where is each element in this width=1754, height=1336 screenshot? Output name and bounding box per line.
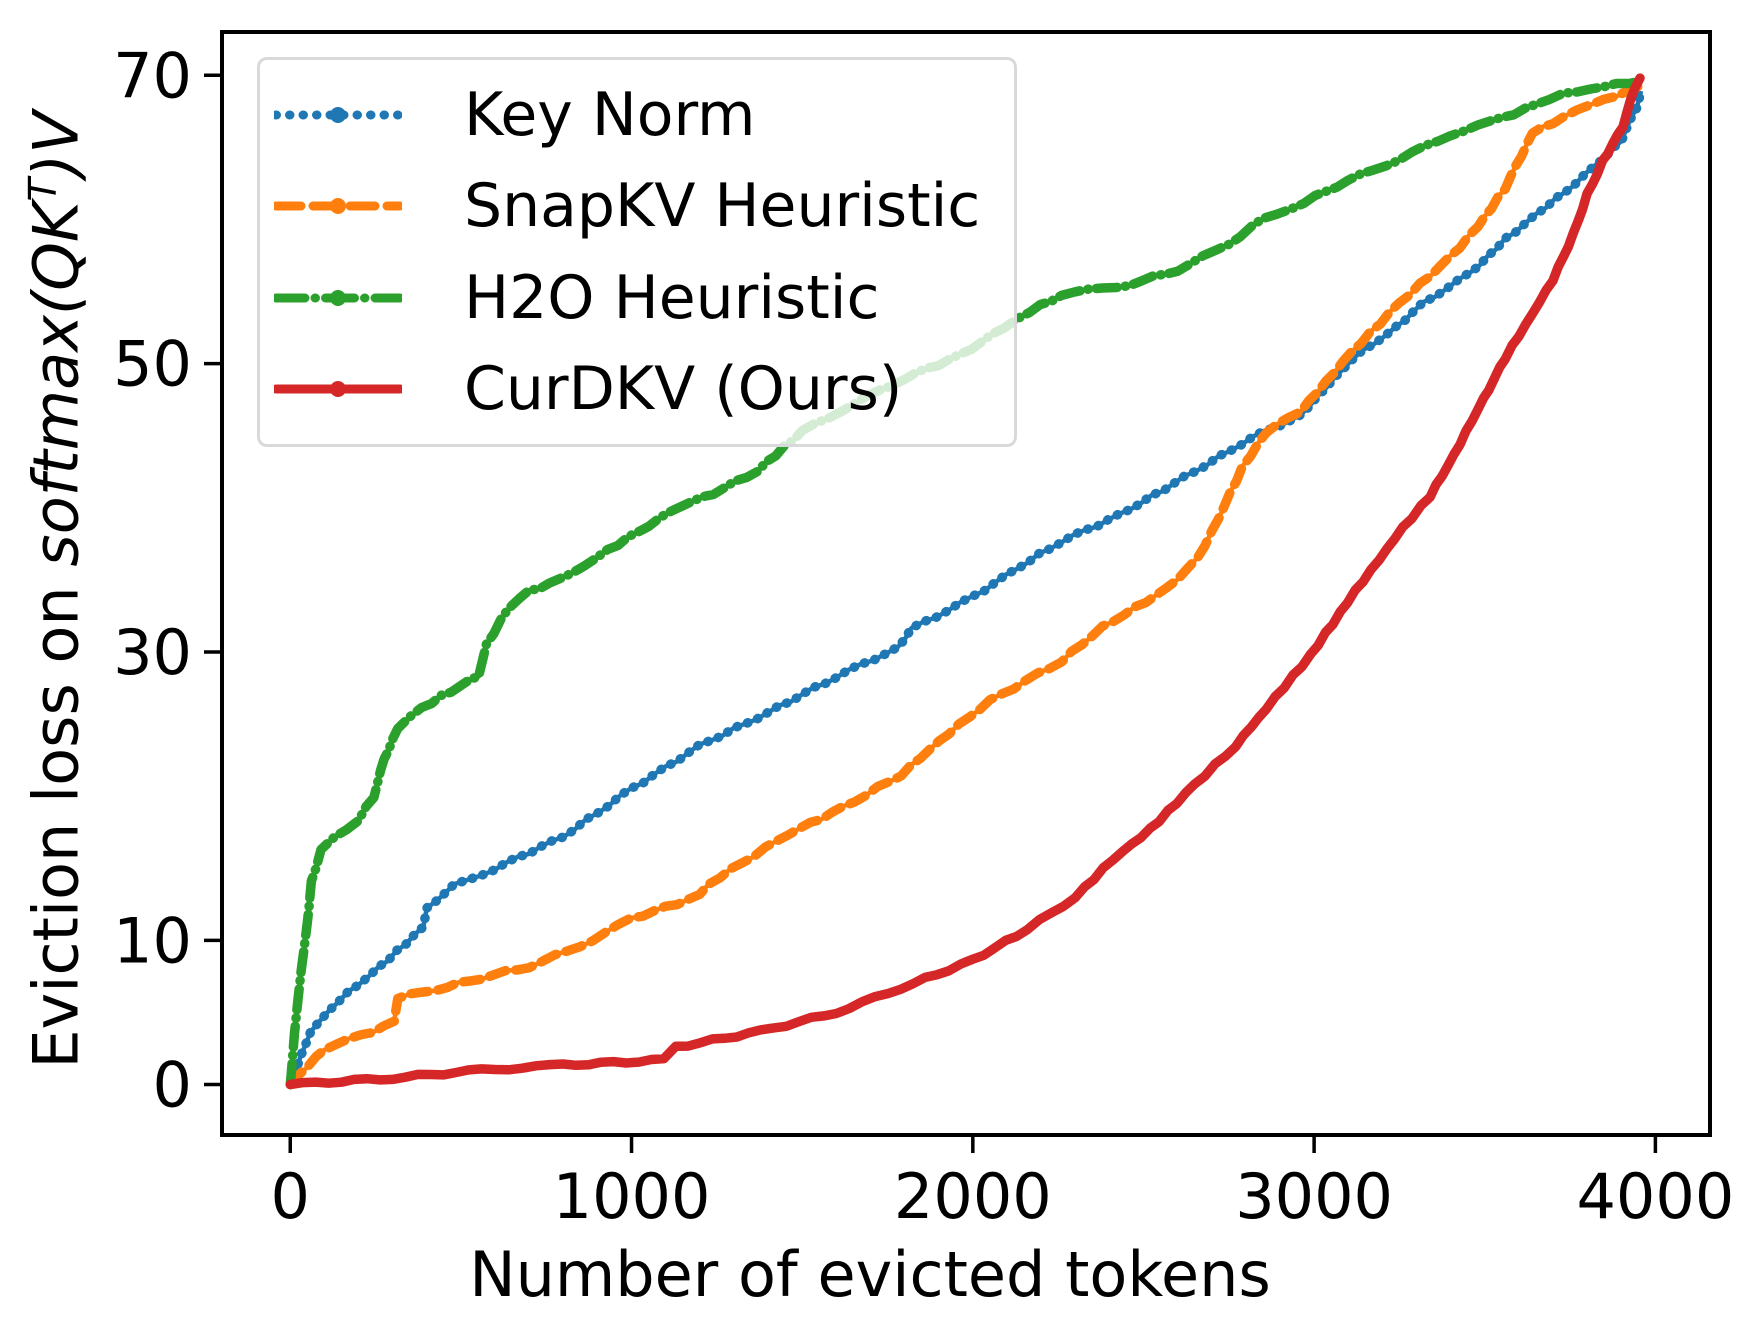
y-tick-label: 10 xyxy=(113,904,192,977)
y-tick-label: 70 xyxy=(113,39,192,112)
y-tick-label: 0 xyxy=(153,1049,192,1122)
x-axis-label: Number of evicted tokens xyxy=(469,1238,1271,1311)
legend-marker-icon xyxy=(330,289,346,306)
legend-item-curdkv-ours: CurDKV (Ours) xyxy=(274,347,1014,431)
y-axis-label-superscript: T xyxy=(20,177,66,202)
y-axis-label: Eviction loss on softmax(QKT)V xyxy=(20,111,93,1068)
y-tick-label: 30 xyxy=(113,616,192,689)
x-tick-label: 4000 xyxy=(1576,1160,1734,1233)
series-line-key-norm xyxy=(285,86,1646,1090)
legend-label-snapkv-heuristic: SnapKV Heuristic xyxy=(464,171,981,242)
legend-item-snapkv-heuristic: SnapKV Heuristic xyxy=(274,164,1014,248)
series-line-snapkv-heuristic xyxy=(285,80,1646,1090)
y-axis-label-math-end: )V xyxy=(19,111,93,178)
x-tick-label: 0 xyxy=(271,1160,310,1233)
legend-label-h2o-heuristic: H2O Heuristic xyxy=(464,262,880,333)
x-tick-label: 1000 xyxy=(553,1160,711,1233)
x-tick-label: 3000 xyxy=(1235,1160,1393,1233)
legend-marker-icon xyxy=(330,198,346,215)
legend-label-key-norm: Key Norm xyxy=(464,80,756,151)
legend-marker-icon xyxy=(330,380,346,397)
legend-line-sample-snapkv-heuristic xyxy=(274,198,402,215)
legend-line-sample-key-norm xyxy=(274,107,402,124)
legend-line-sample-curdkv-ours xyxy=(274,380,402,397)
plot-border xyxy=(220,30,1712,1137)
legend-label-curdkv-ours: CurDKV (Ours) xyxy=(464,353,903,424)
legend-box: Key Norm SnapKV Heuristic H2O Heuristic Cur… xyxy=(257,57,1017,447)
x-tick-label: 2000 xyxy=(894,1160,1052,1233)
legend-marker-icon xyxy=(330,107,346,124)
legend-item-key-norm: Key Norm xyxy=(274,73,1014,157)
legend-line-sample-h2o-heuristic xyxy=(274,289,402,306)
y-tick-label: 50 xyxy=(113,328,192,401)
y-axis-label-math: softmax(QK xyxy=(19,201,93,567)
legend-item-h2o-heuristic: H2O Heuristic xyxy=(274,256,1014,340)
series-line-curdkv-ours xyxy=(285,73,1645,1090)
y-axis-label-prefix: Eviction loss on xyxy=(19,566,93,1069)
